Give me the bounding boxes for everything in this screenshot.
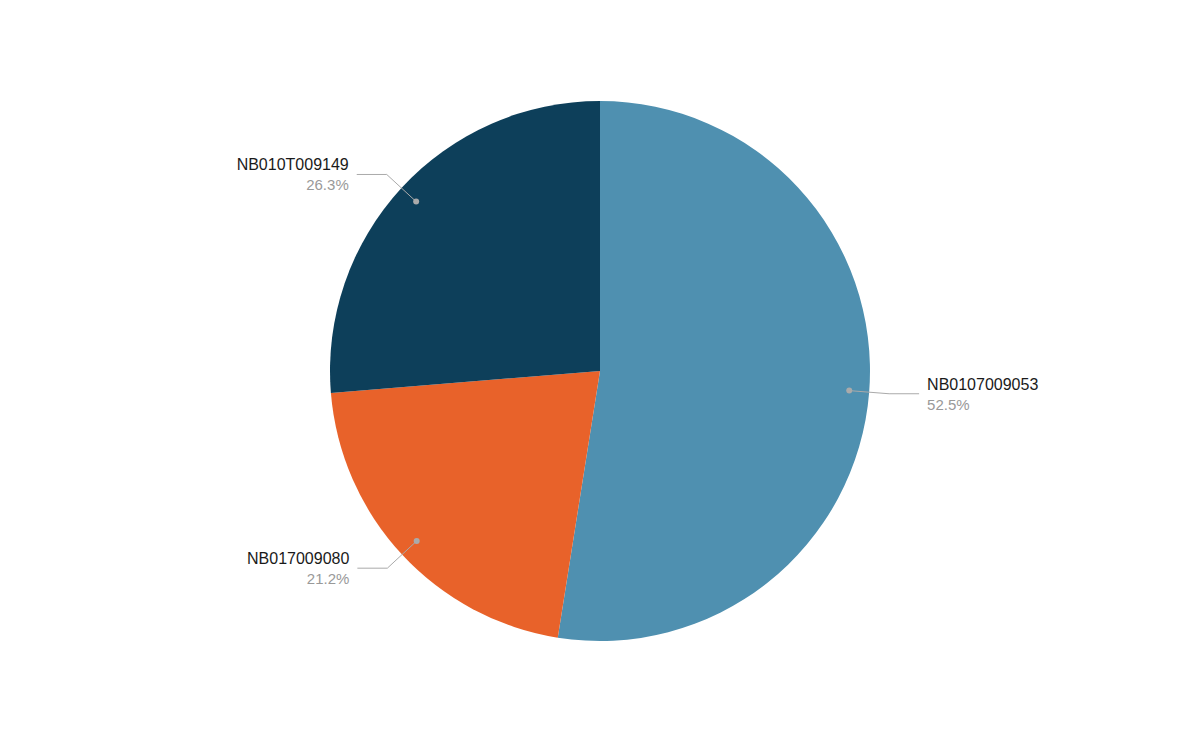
svg-text:NB017009080: NB017009080 [247, 550, 349, 567]
svg-text:21.2%: 21.2% [307, 570, 350, 587]
svg-text:NB0107009053: NB0107009053 [927, 376, 1038, 393]
svg-text:26.3%: 26.3% [306, 176, 349, 193]
svg-text:52.5%: 52.5% [927, 396, 970, 413]
svg-text:NB010T009149: NB010T009149 [237, 156, 349, 173]
